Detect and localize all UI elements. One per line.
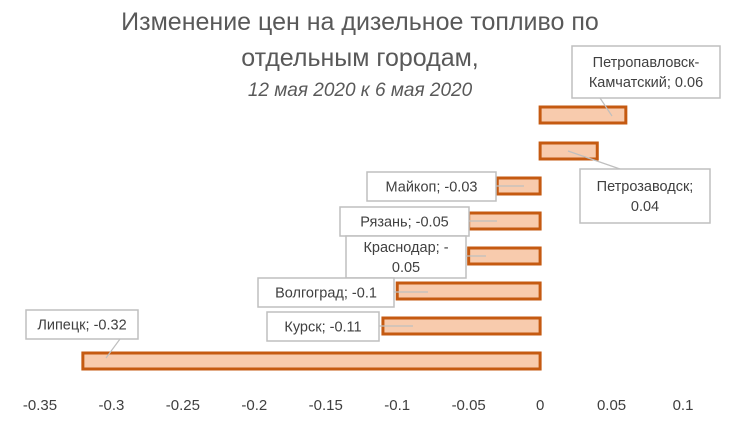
x-tick-label: -0.3	[99, 397, 125, 414]
data-label: Краснодар; -	[363, 240, 448, 256]
x-tick-label: -0.35	[23, 397, 57, 414]
x-tick-label: 0.05	[597, 397, 626, 414]
data-label: Камчатский; 0.06	[589, 75, 703, 91]
data-label: Петрозаводск;	[597, 179, 694, 195]
x-tick-label: 0	[536, 397, 544, 414]
data-label: Майкоп; -0.03	[386, 180, 478, 196]
x-tick-label: 0.1	[673, 397, 694, 414]
x-tick-label: -0.25	[166, 397, 200, 414]
data-label-box	[571, 45, 721, 99]
x-tick-label: -0.2	[241, 397, 267, 414]
leader-line	[105, 338, 121, 359]
chart-subtitle: 12 мая 2020 к 6 мая 2020	[247, 80, 473, 101]
x-tick-label: -0.15	[309, 397, 343, 414]
leader-line	[599, 97, 613, 117]
x-tick-label: -0.05	[452, 397, 486, 414]
data-label-box	[25, 309, 139, 340]
chart-title-line-2: отдельным городам,	[241, 44, 479, 72]
data-label: Липецк; -0.32	[37, 318, 126, 334]
data-label: Петропавловск-	[593, 55, 700, 71]
x-tick-label: -0.1	[384, 397, 410, 414]
data-label: 0.04	[631, 199, 659, 215]
leader-line	[567, 150, 621, 170]
data-label-box	[366, 171, 497, 202]
data-label: Курск; -0.11	[284, 320, 361, 336]
data-label: Волгоград; -0.1	[275, 286, 377, 302]
data-label: Рязань; -0.05	[360, 215, 448, 231]
data-label: 0.05	[392, 260, 420, 276]
data-label-box	[266, 311, 380, 342]
data-label-box	[257, 277, 395, 308]
data-label-box	[339, 206, 470, 237]
bar-1	[538, 105, 628, 125]
chart-title-line-1: Изменение цен на дизельное топливо по	[121, 8, 599, 36]
data-label-box	[579, 168, 711, 224]
data-label-box	[345, 235, 467, 279]
bar-6	[395, 281, 542, 301]
bar-8	[81, 351, 542, 371]
